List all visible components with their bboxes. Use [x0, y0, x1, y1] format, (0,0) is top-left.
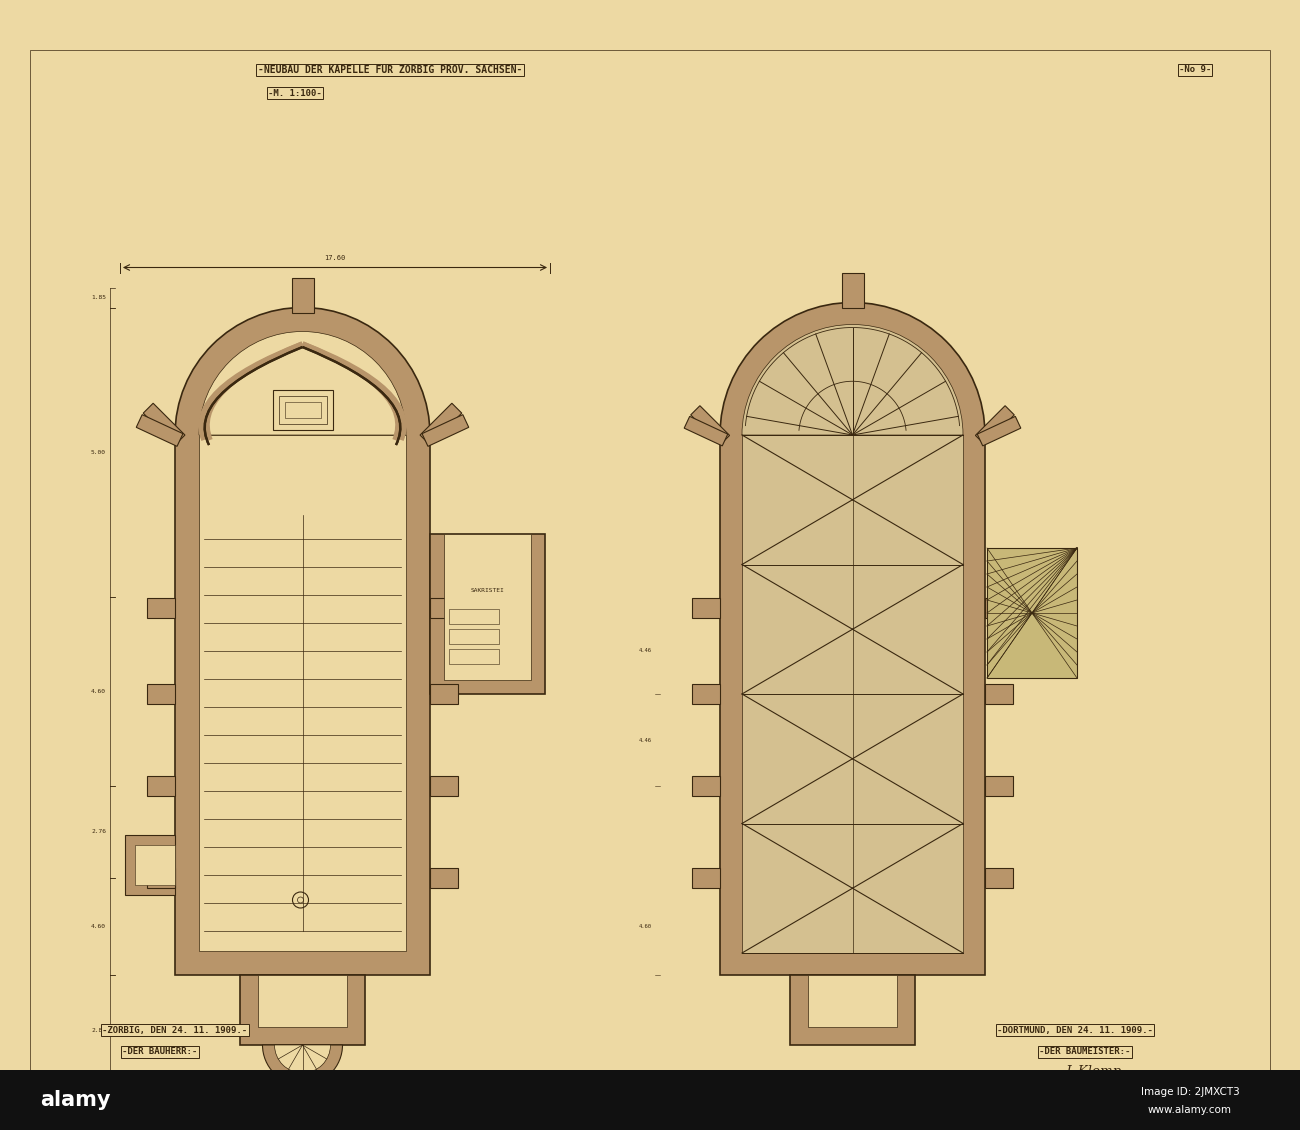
Bar [985, 598, 1013, 618]
Text: -ZORBIG, DEN 24. 11. 1909.-: -ZORBIG, DEN 24. 11. 1909.- [103, 1026, 247, 1034]
Bar [985, 868, 1013, 888]
Bar [147, 684, 176, 704]
Bar [147, 776, 176, 796]
Text: -DPL. ING.-: -DPL. ING.- [1050, 1087, 1110, 1096]
Polygon shape [420, 403, 462, 445]
Bar [809, 975, 897, 1027]
Bar [445, 534, 530, 680]
Bar [430, 868, 458, 888]
Polygon shape [143, 403, 185, 445]
Bar [430, 684, 458, 704]
Polygon shape [690, 406, 729, 444]
Text: 4.46: 4.46 [640, 649, 653, 653]
Polygon shape [684, 416, 728, 446]
Bar [448, 609, 499, 624]
Polygon shape [975, 406, 1014, 444]
Bar [257, 975, 347, 1027]
Bar [176, 433, 430, 437]
Text: -M. 1:100-: -M. 1:100- [268, 88, 322, 97]
Bar [692, 776, 720, 796]
Bar [448, 629, 499, 644]
Text: 17.60: 17.60 [325, 254, 346, 261]
Text: www.alamy.com: www.alamy.com [1148, 1105, 1232, 1115]
Bar [692, 868, 720, 888]
Text: 5.00: 5.00 [91, 450, 107, 454]
Text: 2.76: 2.76 [91, 829, 107, 834]
Wedge shape [199, 331, 406, 435]
Text: -DORTMUND, DEN 24. 11. 1909.-: -DORTMUND, DEN 24. 11. 1909.- [997, 1026, 1153, 1034]
Bar [742, 435, 963, 953]
Bar [135, 845, 176, 885]
Text: 1.85: 1.85 [91, 295, 107, 299]
Bar [985, 684, 1013, 704]
Bar [199, 435, 406, 951]
Bar [147, 868, 176, 888]
Text: -NEUBAU DER KAPELLE FUR ZORBIG PROV. SACHSEN-: -NEUBAU DER KAPELLE FUR ZORBIG PROV. SAC… [257, 66, 523, 75]
Bar [285, 402, 321, 418]
Text: Image ID: 2JMXCT3: Image ID: 2JMXCT3 [1140, 1087, 1239, 1097]
Bar [0, 1070, 1300, 1130]
Wedge shape [176, 307, 430, 435]
Bar [430, 534, 545, 694]
Text: 4.60: 4.60 [640, 924, 653, 929]
Bar [147, 598, 176, 618]
Wedge shape [263, 1045, 342, 1085]
Text: 4.46: 4.46 [640, 738, 653, 742]
Bar [790, 975, 915, 1045]
Bar [291, 278, 313, 313]
Bar [430, 598, 458, 618]
Bar [987, 548, 1076, 678]
Text: 4.60: 4.60 [91, 689, 107, 694]
Polygon shape [136, 415, 183, 446]
Bar [125, 835, 176, 895]
Text: 2.80: 2.80 [91, 1027, 107, 1033]
Polygon shape [422, 415, 469, 446]
Bar [720, 435, 985, 975]
Bar [176, 435, 430, 975]
Bar [720, 433, 985, 437]
Bar [692, 684, 720, 704]
Text: 4.60: 4.60 [91, 924, 107, 929]
Bar [278, 396, 326, 424]
Wedge shape [742, 324, 963, 435]
Bar [692, 598, 720, 618]
Bar [240, 975, 365, 1045]
Bar [273, 390, 333, 429]
Text: SAKRISTEI: SAKRISTEI [471, 588, 504, 593]
Bar [841, 272, 863, 307]
Text: -DER BAUHERR:-: -DER BAUHERR:- [122, 1048, 198, 1057]
Text: J. Klomp.: J. Klomp. [1065, 1066, 1126, 1078]
Wedge shape [274, 1045, 330, 1074]
Bar [448, 650, 499, 664]
Wedge shape [720, 303, 985, 435]
Text: -No 9-: -No 9- [1179, 66, 1212, 75]
Text: alamy: alamy [40, 1090, 110, 1110]
Bar [985, 776, 1013, 796]
Bar [430, 776, 458, 796]
Text: -DER BAUMEISTER:-: -DER BAUMEISTER:- [1039, 1048, 1131, 1057]
Polygon shape [978, 416, 1021, 446]
